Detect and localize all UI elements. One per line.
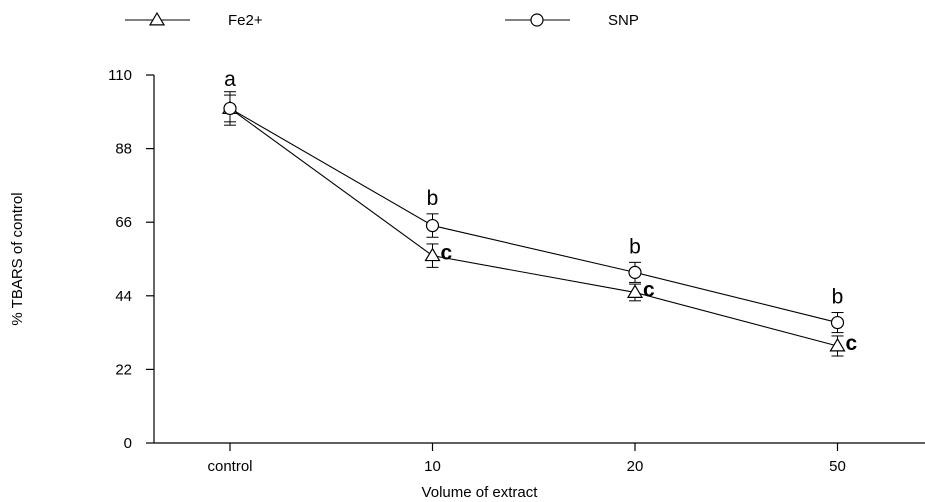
series-line-fe2 [229,108,838,347]
significance-label-fe2-10: c [441,242,453,265]
y-tick-label-110: 110 [108,67,132,84]
data-point-snp-control [223,101,237,116]
significance-label-snp-10: b [427,187,439,210]
y-tick-label-22: 22 [115,361,132,378]
y-tick-label-0: 0 [124,435,132,452]
y-axis-title: % TBARS of control [9,192,26,325]
legend-label-fe2: Fe2+ [228,12,263,29]
series-snp [223,94,845,334]
x-tick-label-control: control [207,458,252,475]
data-point-fe2-50 [829,337,846,352]
series-fe2 [221,91,846,357]
legend-circle-marker [530,13,544,27]
data-point-fe2-20 [626,284,644,298]
significance-label-fe2-20: c [643,278,655,301]
x-tick-label-20: 20 [627,458,644,475]
data-point-snp-20 [628,265,642,279]
significance-label-snp-20: b [629,235,641,258]
x-tick-label-50: 50 [829,458,846,475]
significance-label-fe2-50: c [846,332,858,355]
significance-label-snp-control: a [224,68,236,91]
legend-item-fe2: Fe2+ [125,11,263,29]
data-point-snp-50 [830,315,845,330]
legend-triangle-marker [148,11,166,26]
legend-label-snp: SNP [608,12,639,29]
significance-label-snp-50: b [832,286,844,309]
legend-item-snp: SNP [505,12,639,29]
y-tick-label-66: 66 [115,214,132,231]
data-point-fe2-10 [424,247,441,262]
x-tick-label-10: 10 [424,458,441,475]
y-axis-ticks: 0 22 44 66 88 110 [108,67,154,452]
y-tick-label-44: 44 [115,288,132,305]
legend: Fe2+ SNP [125,11,639,29]
x-axis-ticks: control 10 20 50 [207,443,846,475]
axes [153,75,925,444]
series-layer [221,91,846,357]
series-line-snp [229,107,838,324]
data-point-snp-10 [425,218,440,233]
x-axis-title: Volume of extract [422,484,539,501]
y-tick-label-88: 88 [115,141,132,158]
